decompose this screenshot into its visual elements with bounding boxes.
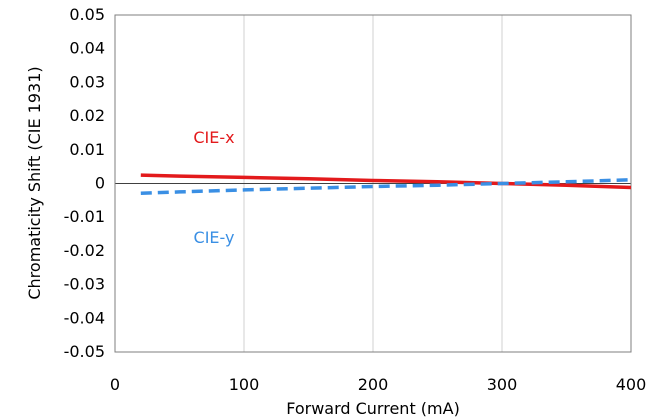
- x-tick-label: 0: [110, 375, 120, 394]
- x-axis-title: Forward Current (mA): [286, 399, 460, 418]
- y-tick-labels: 0.05 0.04 0.03 0.02 0.01 0 -0.01 -0.02 -0.03 -0.0…: [64, 5, 105, 361]
- y-tick-label: 0.03: [69, 72, 105, 91]
- series-label-cie-y: CIE-y: [194, 228, 235, 247]
- x-tick-labels: 0 100 200 300 400: [110, 375, 646, 394]
- series-line-cie-x: [140, 173, 632, 190]
- y-tick-label: -0.01: [64, 207, 105, 226]
- x-tick-label: 400: [616, 375, 647, 394]
- y-tick-label: -0.03: [64, 275, 105, 294]
- y-tick-label: 0: [95, 174, 105, 193]
- y-tick-label: 0.01: [69, 140, 105, 159]
- series-label-cie-x: CIE-x: [193, 128, 234, 147]
- plot-area-frame: [114, 14, 632, 353]
- series-lines: [140, 173, 632, 196]
- y-tick-label: -0.02: [64, 241, 105, 260]
- x-tick-label: 100: [229, 375, 260, 394]
- series-line-cie-y: [140, 178, 632, 196]
- y-tick-label: 0.02: [69, 106, 105, 125]
- x-tick-label: 200: [358, 375, 389, 394]
- y-tick-label: 0.05: [69, 5, 105, 24]
- y-tick-label: -0.05: [64, 342, 105, 361]
- y-tick-label: -0.04: [64, 308, 105, 327]
- y-axis-title: Chromaticity Shift (CIE 1931): [25, 66, 44, 299]
- x-tick-label: 300: [487, 375, 518, 394]
- y-tick-label: 0.04: [69, 39, 105, 58]
